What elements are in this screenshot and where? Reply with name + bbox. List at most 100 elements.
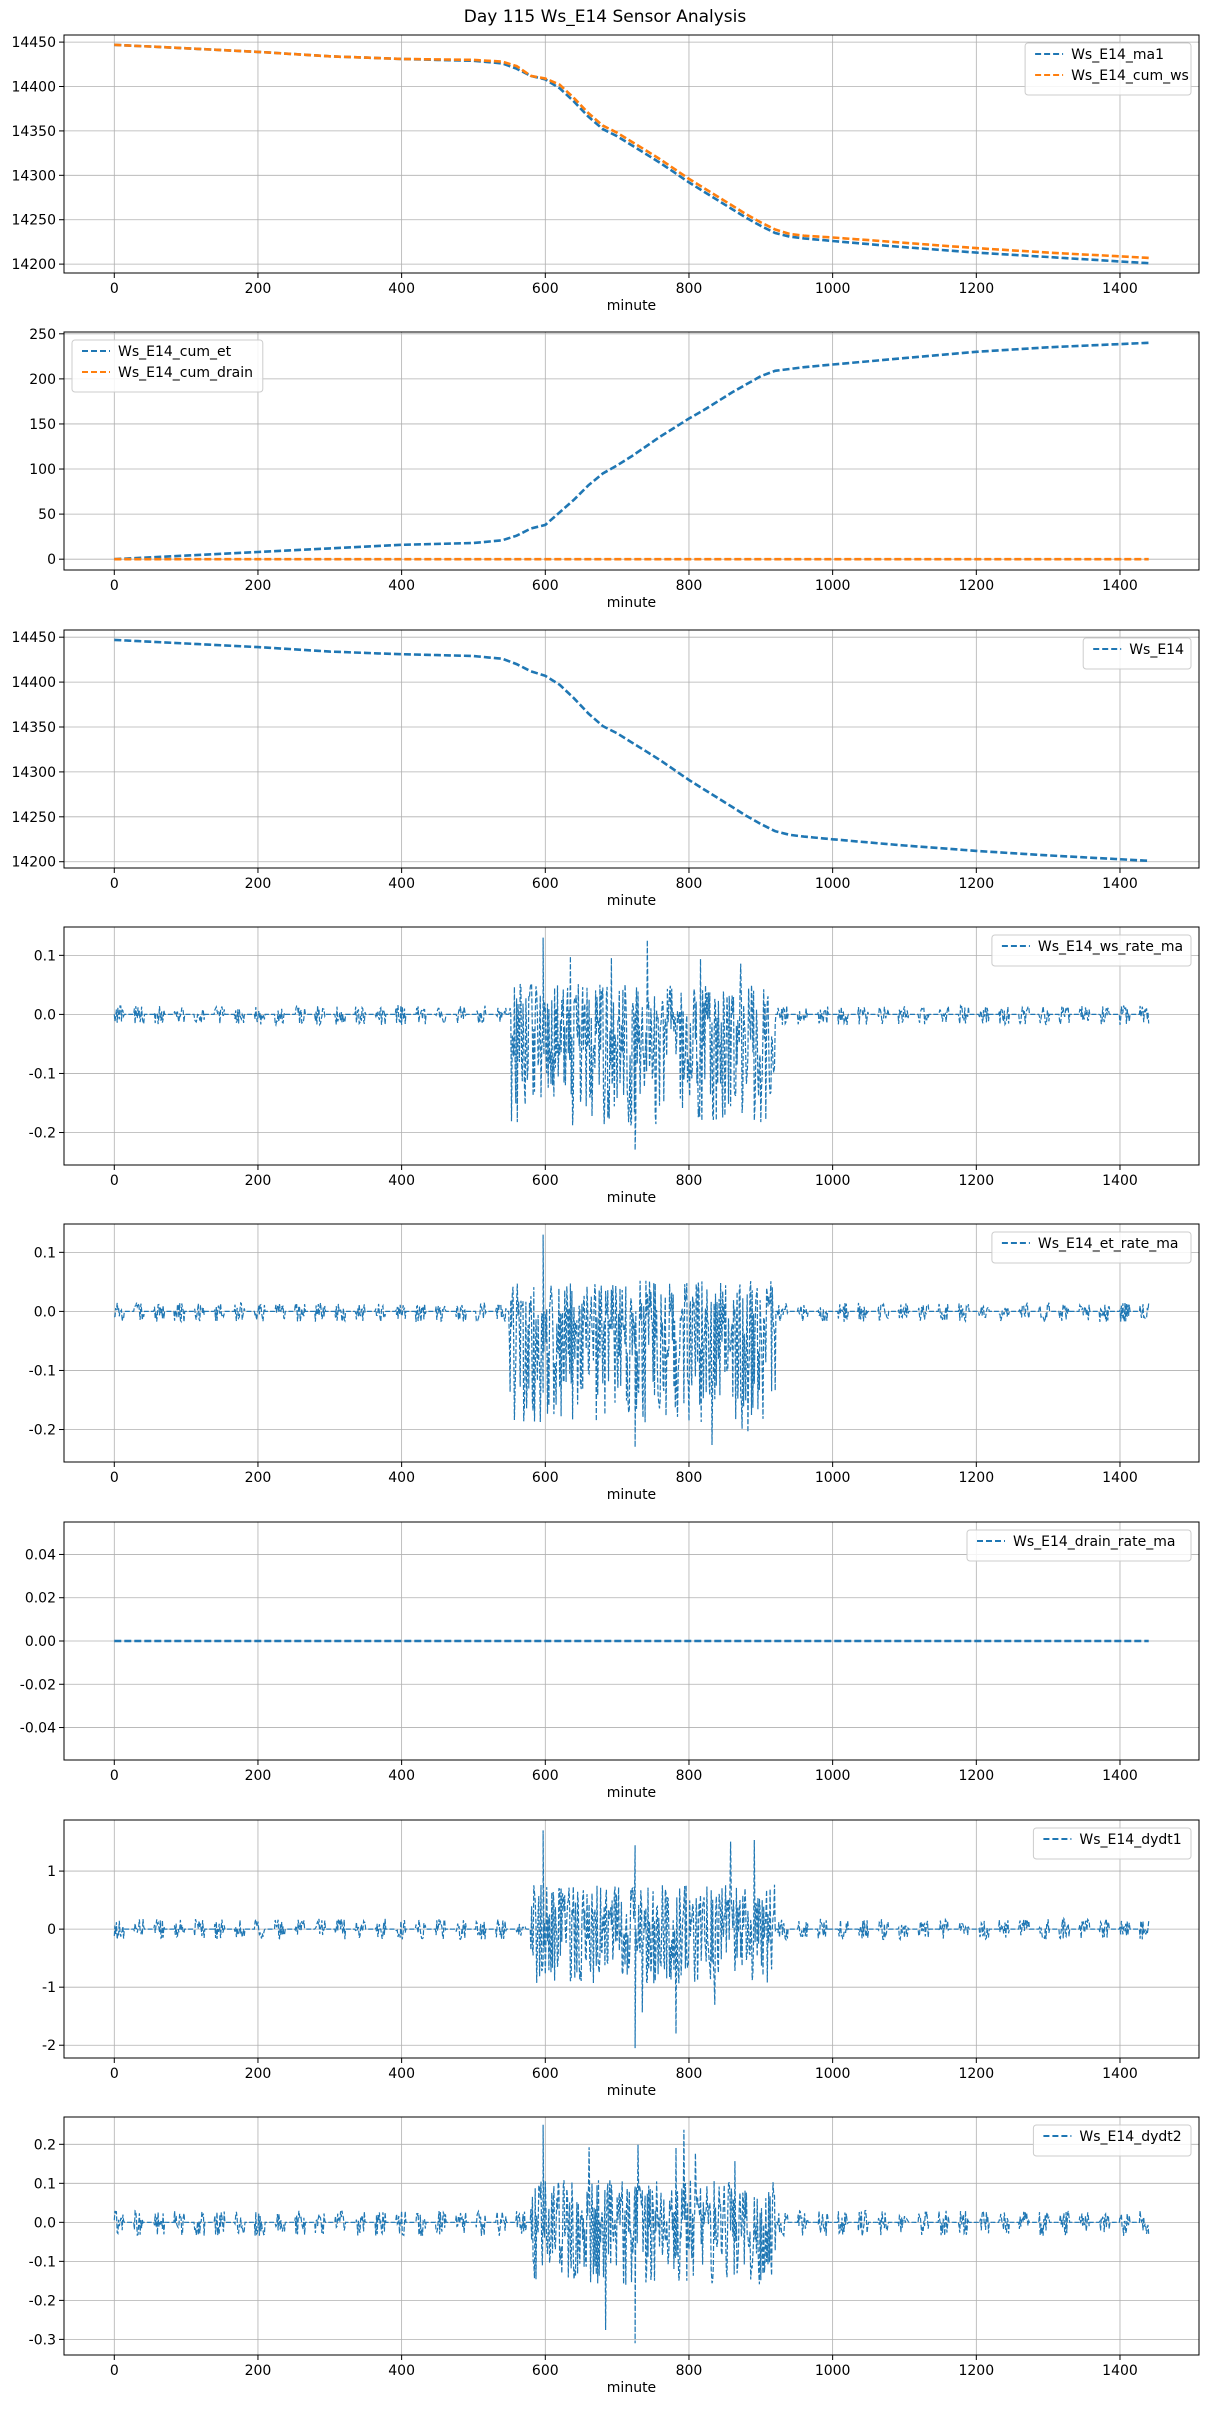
x-tick-label: 1200 (958, 578, 994, 594)
y-tick-label: 14300 (11, 765, 56, 781)
x-axis-label: minute (607, 2083, 656, 2099)
x-tick-label: 400 (388, 281, 415, 297)
y-tick-label: 14400 (11, 80, 56, 96)
y-tick-label: 0.00 (25, 1634, 56, 1650)
y-tick-label: 0.1 (34, 948, 56, 964)
y-tick-label: 14200 (11, 855, 56, 871)
plot-frame (63, 926, 1200, 1166)
x-tick-label: 1000 (815, 1173, 851, 1189)
legend-entry: Ws_E14 (1129, 642, 1184, 658)
grid-lines (64, 35, 1199, 273)
x-tick-label: 400 (388, 2066, 415, 2082)
legend-entry: Ws_E14_et_rate_ma (1038, 1236, 1179, 1252)
y-tick-label: -0.3 (29, 2332, 56, 2348)
x-tick-label: 800 (676, 2363, 703, 2379)
y-tick-label: -0.2 (29, 1126, 56, 1142)
x-tick-label: 1200 (958, 2363, 994, 2379)
series-Ws_E14_dydt2 (113, 2124, 1150, 2344)
charts-container: 0 200 400 600 800 1000 1200 1400142001425014300… (11, 34, 1200, 2396)
y-tick-label: -0.04 (20, 1721, 56, 1737)
x-tick-label: 1000 (815, 2363, 851, 2379)
x-tick-label: 0 (110, 578, 119, 594)
x-tick-label: 600 (532, 1768, 559, 1784)
x-axis-label: minute (607, 298, 656, 314)
x-tick-label: 800 (676, 578, 703, 594)
plot-frame (63, 1819, 1200, 2059)
x-tick-label: 1400 (1102, 1768, 1138, 1784)
x-tick-label: 1200 (958, 876, 994, 892)
x-tick-label: 1400 (1102, 2363, 1138, 2379)
y-tick-label: 14250 (11, 213, 56, 229)
chart-panel-2: 0 200 400 600 800 1000 1200 1400 0 50 100 150 200 250… (29, 327, 1200, 611)
y-tick-label: -0.1 (29, 2254, 56, 2270)
y-tick-label: 0.1 (34, 2176, 56, 2192)
x-tick-label: 200 (245, 2363, 272, 2379)
y-tick-label: -0.1 (29, 1363, 56, 1379)
y-tick-label: 0.0 (34, 1304, 56, 1320)
y-tick-label: 14400 (11, 675, 56, 691)
y-tick-label: 0.04 (25, 1547, 56, 1563)
grid-lines (64, 2117, 1199, 2355)
x-tick-label: 400 (388, 2363, 415, 2379)
x-tick-label: 400 (388, 578, 415, 594)
plot-frame (63, 1223, 1200, 1463)
x-tick-label: 200 (245, 1768, 272, 1784)
x-tick-label: 600 (532, 578, 559, 594)
plot-frame (63, 34, 1200, 274)
plot-frame (63, 331, 1200, 571)
legend-entry: Ws_E14_ws_rate_ma (1038, 939, 1183, 955)
y-tick-label: 0.0 (34, 2215, 56, 2231)
x-tick-label: 400 (388, 1768, 415, 1784)
x-tick-label: 0 (110, 1173, 119, 1189)
legend-box (1024, 42, 1192, 96)
x-tick-label: 200 (245, 578, 272, 594)
x-tick-label: 1000 (815, 2066, 851, 2082)
x-tick-label: 600 (532, 2363, 559, 2379)
x-tick-label: 1200 (958, 2066, 994, 2082)
x-axis-label: minute (607, 1785, 656, 1801)
x-tick-label: 1000 (815, 281, 851, 297)
series-Ws_E14_et_rate_ma (113, 1234, 1150, 1448)
series-line (113, 2124, 1150, 2344)
legend-box (991, 934, 1192, 967)
chart-panel-1: 0 200 400 600 800 1000 1200 1400 14200 14250 14300… (11, 34, 1200, 314)
x-tick-label: 600 (532, 281, 559, 297)
series-Ws_E14 (114, 638, 1149, 863)
series-Ws_E14_dydt1 (113, 1830, 1150, 2049)
x-axis-label: minute (607, 595, 656, 611)
series-line (113, 1830, 1150, 2049)
series-Ws_E14_ws_rate_ma (113, 937, 1150, 1151)
y-tick-label: 200 (29, 372, 56, 388)
y-tick-label: 0.1 (34, 1245, 56, 1261)
series-line (113, 937, 1150, 1151)
legend-entry: Ws_E14_drain_rate_ma (1013, 1534, 1175, 1550)
legend-box (1032, 2124, 1192, 2157)
x-tick-label: 0 (110, 876, 119, 892)
legend: Ws_E14_ma1 Ws_E14_cum_ws (1024, 42, 1192, 96)
x-tick-label: 1400 (1102, 2066, 1138, 2082)
x-tick-label: 1000 (815, 578, 851, 594)
y-tick-label: 0.2 (34, 2137, 56, 2153)
legend-entry: Ws_E14_dydt1 (1079, 1832, 1181, 1848)
series-line (114, 43, 1149, 260)
x-axis-label: minute (607, 1487, 656, 1503)
x-axis-label: minute (607, 2380, 656, 2396)
chart-panel-6: 0 200 400 600 800 1000 1200 1400 -0.04 -0.02 0.00 0… (20, 1521, 1200, 1801)
legend: Ws_E14_cum_et Ws_E14_cum_drain (71, 339, 264, 393)
legend-box (71, 339, 264, 393)
y-tick-label: 0 (47, 552, 56, 568)
x-tick-label: 600 (532, 2066, 559, 2082)
x-tick-label: 1000 (815, 1768, 851, 1784)
series-line (114, 638, 1149, 863)
legend: Ws_E14_ws_rate_ma (991, 934, 1192, 967)
y-tick-label: 0 (47, 1922, 56, 1938)
y-tick-label: 1 (47, 1864, 56, 1880)
x-tick-label: 1000 (815, 1470, 851, 1486)
y-tick-label: 14350 (11, 124, 56, 140)
y-tick-label: -0.1 (29, 1066, 56, 1082)
x-tick-label: 800 (676, 1768, 703, 1784)
legend-entry: Ws_E14_dydt2 (1079, 2129, 1181, 2145)
y-tick-label: 150 (29, 417, 56, 433)
x-tick-label: 1400 (1102, 1470, 1138, 1486)
